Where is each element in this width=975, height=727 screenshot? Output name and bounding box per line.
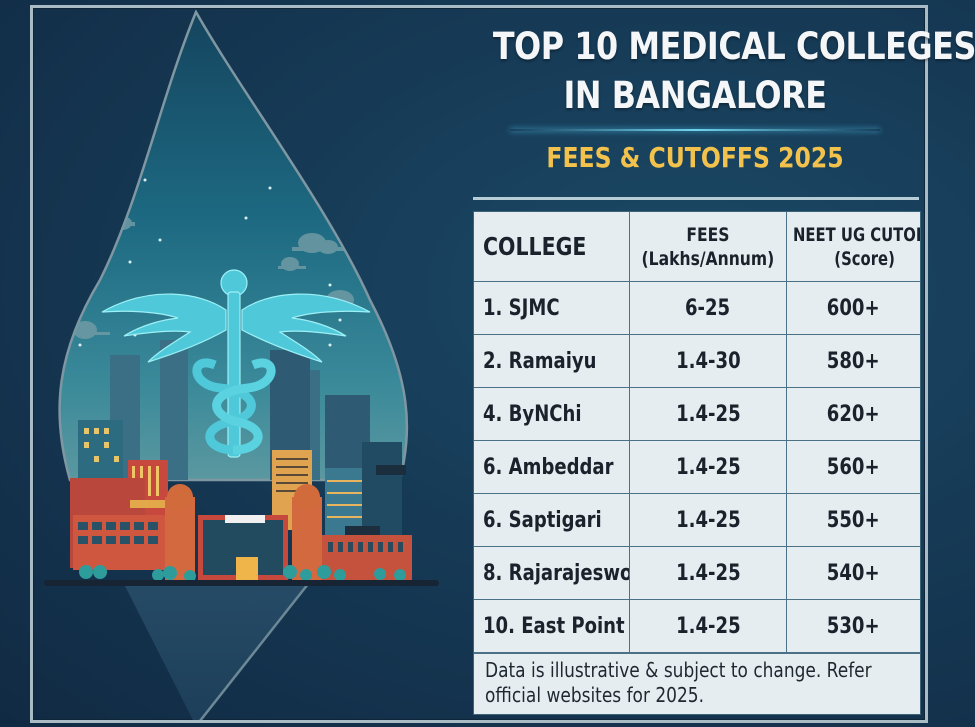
glow-divider — [510, 129, 880, 131]
header-cutoff-unit: (Score) — [834, 247, 895, 270]
colleges-table: COLLEGE FEES (Lakhs/Annum) NEET UG CUTOF… — [473, 211, 921, 715]
outer-frame — [30, 5, 928, 723]
header-college: COLLEGE — [474, 212, 630, 281]
fees-value: 1.4-25 — [675, 454, 741, 480]
cutoff-value: 530+ — [827, 613, 880, 639]
header-fees: FEES (Lakhs/Annum) — [630, 212, 787, 281]
city-skyline — [44, 420, 439, 586]
disclaimer-note: Data is illustrative & subject to change… — [474, 653, 920, 714]
header-cutoff: NEET UG CUTOFF (Score) — [787, 212, 920, 281]
fees-value: 1.4-25 — [675, 613, 741, 639]
page-title: TOP 10 MEDICAL COLLEGES IN BANGALORE — [492, 22, 975, 120]
college-name: 1. SJMC — [483, 295, 560, 321]
college-name: 10. East Point — [483, 613, 625, 639]
fees-value: 1.4-25 — [675, 507, 741, 533]
fees-value: 1.4-25 — [675, 401, 741, 427]
medical-city-illustration — [44, 10, 439, 720]
college-name: 8. Rajarajeswori — [483, 560, 630, 586]
fees-value: 6-25 — [685, 295, 731, 321]
table-header-row: COLLEGE FEES (Lakhs/Annum) NEET UG CUTOF… — [474, 212, 920, 282]
subtitle: FEES & CUTOFFS 2025 — [546, 141, 844, 174]
cutoff-value: 560+ — [827, 454, 880, 480]
table-row: 10. East Point 1.4-25 530+ — [474, 600, 920, 653]
college-name: 2. Ramaiyu — [483, 348, 597, 374]
table-top-rule — [473, 197, 919, 200]
caduceus-icon — [101, 269, 371, 458]
header-fees-unit: (Lakhs/Annum) — [641, 247, 775, 270]
cutoff-value: 540+ — [827, 560, 880, 586]
college-name: 6. Saptigari — [483, 507, 602, 533]
title-line-1: TOP 10 MEDICAL COLLEGES — [492, 25, 975, 68]
disclaimer-line-1: Data is illustrative & subject to change… — [485, 658, 872, 682]
cutoff-value: 620+ — [827, 401, 880, 427]
cutoff-value: 580+ — [827, 348, 880, 374]
table-row: 6. Ambeddar 1.4-25 560+ — [474, 441, 920, 494]
fees-value: 1.4-30 — [675, 348, 741, 374]
disclaimer-line-2: official websites for 2025. — [485, 683, 705, 707]
lower-triangle — [124, 582, 311, 720]
fees-value: 1.4-25 — [675, 560, 741, 586]
table-row: 1. SJMC 6-25 600+ — [474, 282, 920, 335]
cutoff-value: 550+ — [827, 507, 880, 533]
table-row: 8. Rajarajeswori 1.4-25 540+ — [474, 547, 920, 600]
college-name: 6. Ambeddar — [483, 454, 614, 480]
cutoff-value: 600+ — [827, 295, 880, 321]
header-cutoff-title: NEET UG CUTOFF — [793, 223, 920, 246]
table-row: 2. Ramaiyu 1.4-30 580+ — [474, 335, 920, 388]
table-row: 6. Saptigari 1.4-25 550+ — [474, 494, 920, 547]
header-fees-title: FEES — [686, 223, 730, 246]
title-line-2: IN BANGALORE — [563, 74, 827, 117]
illustration-panel — [40, 10, 460, 720]
table-row: 4. ByNChi 1.4-25 620+ — [474, 388, 920, 441]
college-name: 4. ByNChi — [483, 401, 582, 427]
